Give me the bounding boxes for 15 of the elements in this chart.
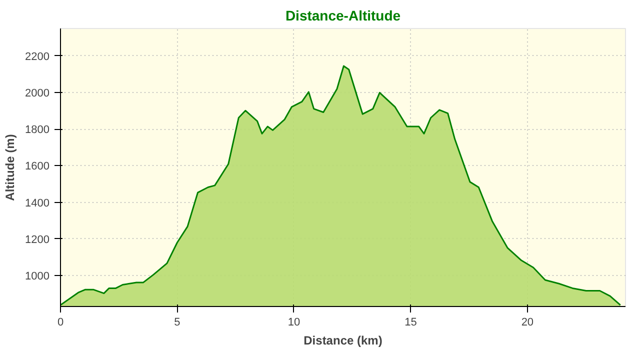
x-tick-label: 0 <box>57 316 64 328</box>
y-axis-title: Altitude (m) <box>3 134 18 201</box>
y-tick-label: 1800 <box>25 124 50 136</box>
y-tick-label: 1200 <box>25 234 50 246</box>
x-tick-label: 15 <box>404 316 417 328</box>
x-axis-title: Distance (km) <box>304 334 382 348</box>
y-tick-label: 1600 <box>25 160 50 173</box>
x-tick-label: 20 <box>521 316 534 328</box>
chart-title: Distance-Altitude <box>285 8 401 24</box>
x-tick-label: 5 <box>174 316 180 328</box>
y-tick-label: 1000 <box>25 270 50 282</box>
y-tick-label: 2000 <box>25 88 50 100</box>
y-tick-label: 1400 <box>25 197 50 210</box>
y-tick-label: 2200 <box>25 50 50 63</box>
x-tick-label: 10 <box>288 316 300 328</box>
